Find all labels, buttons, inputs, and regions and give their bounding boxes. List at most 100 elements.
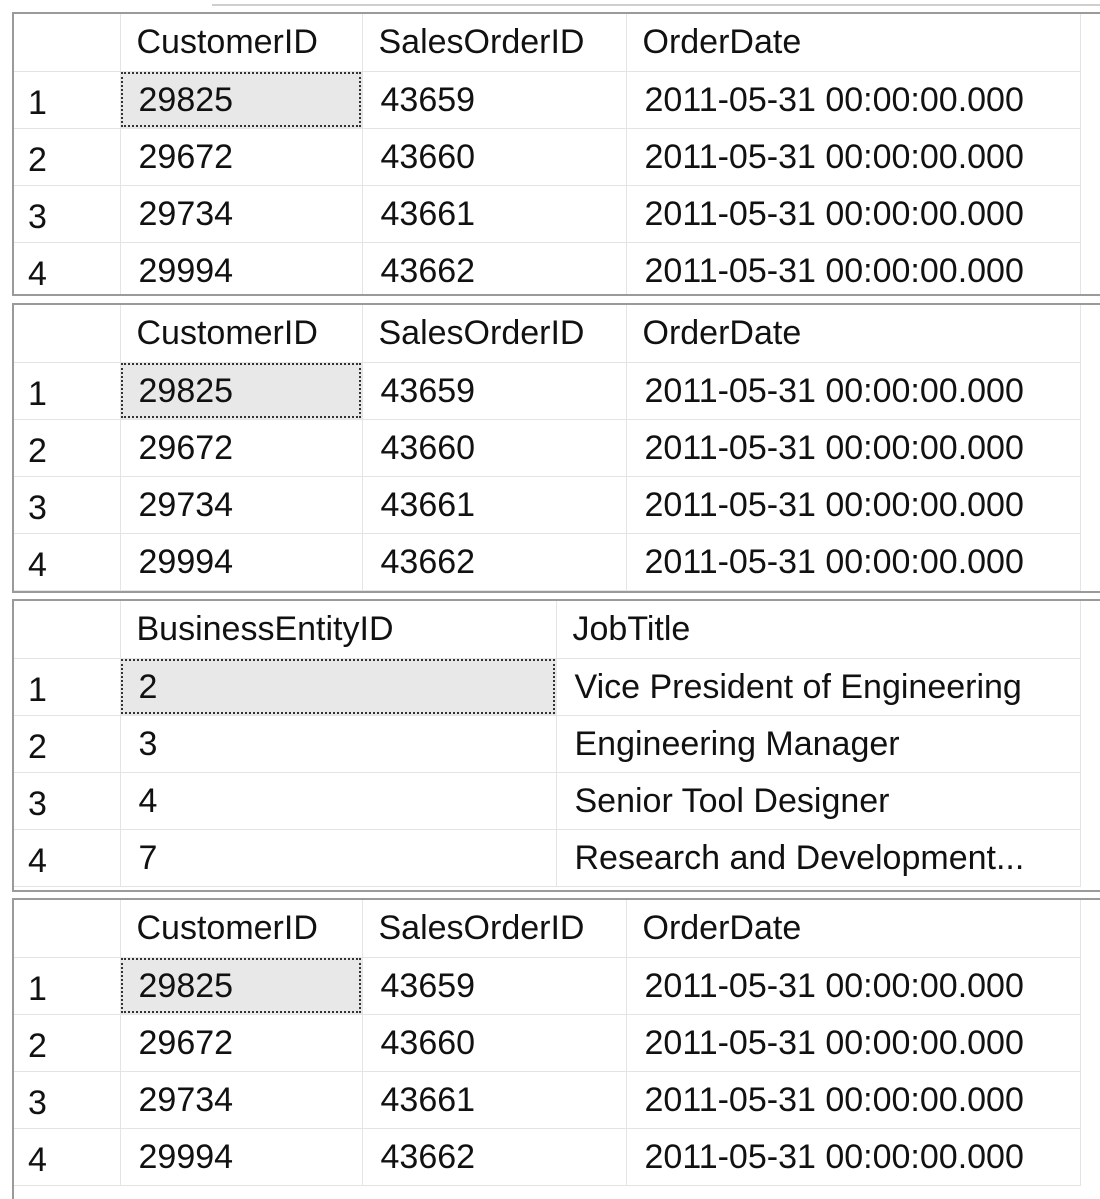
result-table: BusinessEntityID JobTitle 1 2 Vice Presi… [14, 601, 1081, 887]
grid-cell[interactable]: 29672 [120, 1014, 363, 1072]
row-number[interactable]: 1 [14, 658, 121, 716]
grid-cell[interactable]: 29734 [120, 185, 363, 243]
grid-cell-selected[interactable]: 29825 [120, 362, 363, 420]
grid-cell[interactable]: 2011-05-31 00:00:00.000 [626, 185, 1081, 243]
header-row: CustomerID SalesOrderID OrderDate [14, 900, 1081, 958]
grid-cell[interactable]: Research and Development... [556, 829, 1081, 887]
grid-cell[interactable]: 2011-05-31 00:00:00.000 [626, 533, 1081, 591]
table-row[interactable]: 4 7 Research and Development... [14, 829, 1081, 887]
results-tab-edge [212, 0, 1100, 6]
row-number[interactable]: 2 [14, 715, 121, 773]
table-row[interactable]: 2 3 Engineering Manager [14, 715, 1081, 773]
header-row: CustomerID SalesOrderID OrderDate [14, 305, 1081, 363]
grid-cell[interactable]: 43662 [362, 242, 627, 294]
result-grid-1[interactable]: CustomerID SalesOrderID OrderDate 1 2982… [12, 12, 1100, 296]
table-row[interactable]: 4 29994 43662 2011-05-31 00:00:00.000 [14, 533, 1081, 591]
result-grid-3[interactable]: BusinessEntityID JobTitle 1 2 Vice Presi… [12, 599, 1100, 892]
grid-cell[interactable]: 29734 [120, 1071, 363, 1129]
column-header-customerid[interactable]: CustomerID [120, 14, 363, 72]
grid-cell[interactable]: 2011-05-31 00:00:00.000 [626, 1071, 1081, 1129]
grid-cell-selected[interactable]: 29825 [120, 71, 363, 129]
column-header-salesorderid[interactable]: SalesOrderID [362, 305, 627, 363]
grid-cell[interactable]: 2011-05-31 00:00:00.000 [626, 71, 1081, 129]
table-row[interactable]: 1 2 Vice President of Engineering [14, 658, 1081, 716]
grid-cell[interactable]: 43662 [362, 1128, 627, 1186]
grid-cell[interactable]: 43659 [362, 957, 627, 1015]
grid-cell[interactable]: 43660 [362, 1014, 627, 1072]
grid-cell[interactable]: 2011-05-31 00:00:00.000 [626, 1014, 1081, 1072]
table-row[interactable]: 4 29994 43662 2011-05-31 00:00:00.000 [14, 242, 1081, 294]
table-row[interactable]: 3 29734 43661 2011-05-31 00:00:00.000 [14, 185, 1081, 243]
grid-cell[interactable]: 2011-05-31 00:00:00.000 [626, 419, 1081, 477]
grid-cell[interactable]: 2011-05-31 00:00:00.000 [626, 1128, 1081, 1186]
row-number[interactable]: 2 [14, 128, 121, 186]
row-number[interactable]: 2 [14, 419, 121, 477]
row-number[interactable]: 4 [14, 242, 121, 294]
grid-cell[interactable]: 29672 [120, 128, 363, 186]
grid-cell[interactable]: 43659 [362, 71, 627, 129]
table-row[interactable]: 3 29734 43661 2011-05-31 00:00:00.000 [14, 476, 1081, 534]
column-header-orderdate[interactable]: OrderDate [626, 305, 1081, 363]
table-row[interactable]: 1 29825 43659 2011-05-31 00:00:00.000 [14, 957, 1081, 1015]
select-all-corner[interactable] [14, 305, 121, 363]
table-row[interactable]: 2 29672 43660 2011-05-31 00:00:00.000 [14, 128, 1081, 186]
table-row[interactable]: 2 29672 43660 2011-05-31 00:00:00.000 [14, 419, 1081, 477]
table-row[interactable]: 1 29825 43659 2011-05-31 00:00:00.000 [14, 362, 1081, 420]
grid-cell[interactable]: 43661 [362, 476, 627, 534]
row-number[interactable]: 1 [14, 957, 121, 1015]
select-all-corner[interactable] [14, 900, 121, 958]
table-row[interactable]: 1 29825 43659 2011-05-31 00:00:00.000 [14, 71, 1081, 129]
row-number[interactable]: 3 [14, 185, 121, 243]
result-grid-2[interactable]: CustomerID SalesOrderID OrderDate 1 2982… [12, 303, 1100, 593]
grid-cell[interactable]: 43659 [362, 362, 627, 420]
grid-cell[interactable]: 7 [120, 829, 557, 887]
grid-cell[interactable]: 29994 [120, 533, 363, 591]
row-number[interactable]: 3 [14, 772, 121, 830]
row-number[interactable]: 1 [14, 71, 121, 129]
grid-cell[interactable]: Engineering Manager [556, 715, 1081, 773]
grid-cell[interactable]: 29734 [120, 476, 363, 534]
select-all-corner[interactable] [14, 601, 121, 659]
grid-cell[interactable]: 43661 [362, 1071, 627, 1129]
result-table: CustomerID SalesOrderID OrderDate 1 2982… [14, 14, 1081, 294]
grid-cell[interactable]: 29994 [120, 1128, 363, 1186]
table-row[interactable]: 3 4 Senior Tool Designer [14, 772, 1081, 830]
grid-cell[interactable]: 2011-05-31 00:00:00.000 [626, 957, 1081, 1015]
result-grid-4[interactable]: CustomerID SalesOrderID OrderDate 1 2982… [12, 898, 1100, 1199]
column-header-customerid[interactable]: CustomerID [120, 900, 363, 958]
grid-cell[interactable]: 3 [120, 715, 557, 773]
grid-cell[interactable]: 4 [120, 772, 557, 830]
grid-cell[interactable]: Senior Tool Designer [556, 772, 1081, 830]
grid-cell[interactable]: 43660 [362, 128, 627, 186]
select-all-corner[interactable] [14, 14, 121, 72]
row-number[interactable]: 4 [14, 829, 121, 887]
column-header-salesorderid[interactable]: SalesOrderID [362, 14, 627, 72]
grid-cell[interactable]: 43661 [362, 185, 627, 243]
column-header-jobtitle[interactable]: JobTitle [556, 601, 1081, 659]
grid-cell[interactable]: 2011-05-31 00:00:00.000 [626, 242, 1081, 294]
grid-cell-selected[interactable]: 29825 [120, 957, 363, 1015]
row-number[interactable]: 1 [14, 362, 121, 420]
grid-cell[interactable]: 2011-05-31 00:00:00.000 [626, 476, 1081, 534]
table-row[interactable]: 3 29734 43661 2011-05-31 00:00:00.000 [14, 1071, 1081, 1129]
grid-cell-selected[interactable]: 2 [120, 658, 557, 716]
row-number[interactable]: 3 [14, 1071, 121, 1129]
row-number[interactable]: 2 [14, 1014, 121, 1072]
column-header-orderdate[interactable]: OrderDate [626, 14, 1081, 72]
grid-cell[interactable]: 2011-05-31 00:00:00.000 [626, 128, 1081, 186]
row-number[interactable]: 4 [14, 1128, 121, 1186]
grid-cell[interactable]: 29994 [120, 242, 363, 294]
grid-cell[interactable]: Vice President of Engineering [556, 658, 1081, 716]
grid-cell[interactable]: 43662 [362, 533, 627, 591]
row-number[interactable]: 4 [14, 533, 121, 591]
row-number[interactable]: 3 [14, 476, 121, 534]
column-header-orderdate[interactable]: OrderDate [626, 900, 1081, 958]
column-header-salesorderid[interactable]: SalesOrderID [362, 900, 627, 958]
grid-cell[interactable]: 2011-05-31 00:00:00.000 [626, 362, 1081, 420]
table-row[interactable]: 4 29994 43662 2011-05-31 00:00:00.000 [14, 1128, 1081, 1186]
column-header-businessentityid[interactable]: BusinessEntityID [120, 601, 557, 659]
grid-cell[interactable]: 29672 [120, 419, 363, 477]
column-header-customerid[interactable]: CustomerID [120, 305, 363, 363]
grid-cell[interactable]: 43660 [362, 419, 627, 477]
table-row[interactable]: 2 29672 43660 2011-05-31 00:00:00.000 [14, 1014, 1081, 1072]
